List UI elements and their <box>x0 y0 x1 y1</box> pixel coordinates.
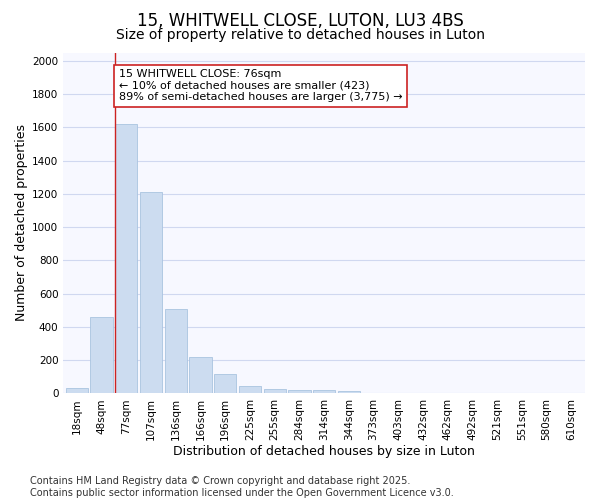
Bar <box>91 317 113 394</box>
Bar <box>164 308 187 394</box>
Text: Contains HM Land Registry data © Crown copyright and database right 2025.
Contai: Contains HM Land Registry data © Crown c… <box>30 476 454 498</box>
Text: Size of property relative to detached houses in Luton: Size of property relative to detached ho… <box>115 28 485 42</box>
Text: 15, WHITWELL CLOSE, LUTON, LU3 4BS: 15, WHITWELL CLOSE, LUTON, LU3 4BS <box>137 12 463 30</box>
Bar <box>66 388 88 394</box>
Bar <box>263 389 286 394</box>
Bar <box>214 374 236 394</box>
Text: 15 WHITWELL CLOSE: 76sqm
← 10% of detached houses are smaller (423)
89% of semi-: 15 WHITWELL CLOSE: 76sqm ← 10% of detach… <box>119 69 403 102</box>
Bar <box>313 390 335 394</box>
Bar <box>239 386 261 394</box>
Y-axis label: Number of detached properties: Number of detached properties <box>15 124 28 322</box>
Bar <box>140 192 162 394</box>
Bar <box>115 124 137 394</box>
X-axis label: Distribution of detached houses by size in Luton: Distribution of detached houses by size … <box>173 444 475 458</box>
Bar <box>190 357 212 394</box>
Bar <box>338 391 360 394</box>
Bar <box>288 390 311 394</box>
